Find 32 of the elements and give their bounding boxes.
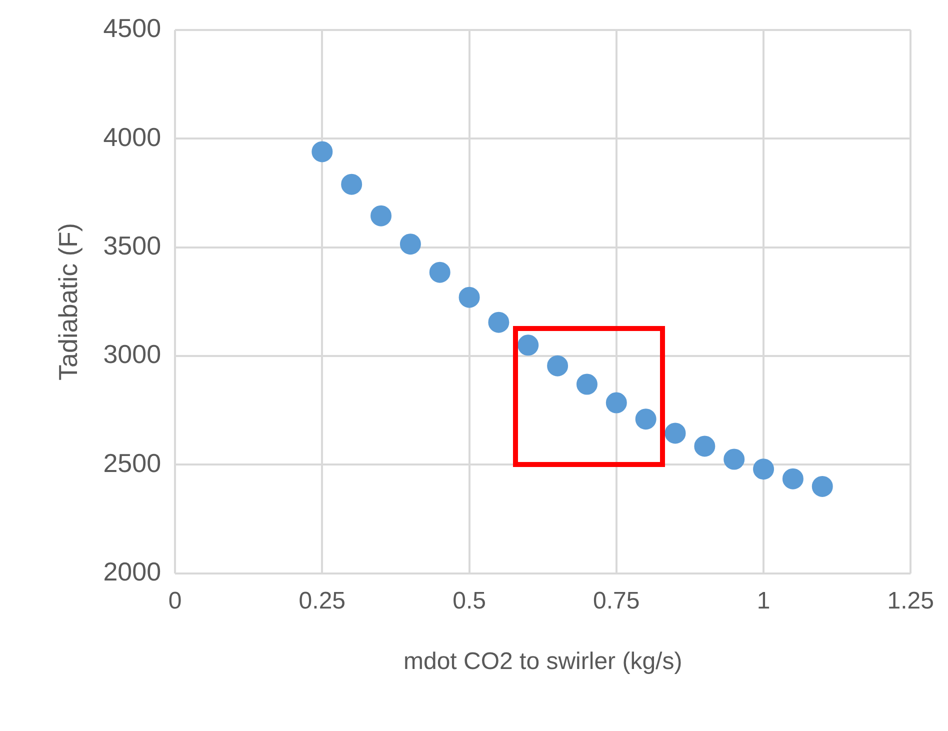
point bbox=[458, 286, 480, 308]
point bbox=[753, 458, 774, 480]
y-tick-label: 3500 bbox=[103, 230, 162, 261]
point bbox=[635, 408, 656, 430]
point bbox=[341, 174, 362, 195]
x-tick-label: 1 bbox=[756, 587, 770, 614]
point bbox=[429, 262, 450, 283]
point bbox=[518, 334, 539, 356]
point bbox=[370, 205, 392, 226]
x-tick-label: 0 bbox=[168, 587, 182, 614]
y-tick-label: 2500 bbox=[103, 448, 162, 478]
point bbox=[400, 234, 421, 255]
y-tick-label: 2000 bbox=[103, 556, 162, 587]
point bbox=[694, 436, 716, 457]
y-axis-title: Tadiabatic (F) bbox=[52, 222, 83, 380]
point bbox=[664, 422, 686, 444]
x-axis-title: mdot CO2 to swirler (kg/s) bbox=[403, 648, 682, 676]
point bbox=[782, 468, 804, 490]
point bbox=[312, 141, 333, 162]
point bbox=[724, 448, 745, 470]
point bbox=[488, 312, 510, 333]
x-tick-label: 0.75 bbox=[593, 587, 640, 614]
y-tick-label: 4500 bbox=[103, 13, 162, 44]
point bbox=[547, 355, 568, 376]
point bbox=[576, 374, 598, 395]
point bbox=[812, 476, 833, 497]
x-tick-label: 0.5 bbox=[452, 587, 486, 614]
y-tick-label: 4000 bbox=[103, 122, 162, 152]
x-tick-label: 1.25 bbox=[887, 587, 934, 614]
point bbox=[606, 392, 627, 414]
x-tick-label: 0.25 bbox=[298, 587, 346, 614]
y-tick-label: 3000 bbox=[103, 339, 162, 370]
